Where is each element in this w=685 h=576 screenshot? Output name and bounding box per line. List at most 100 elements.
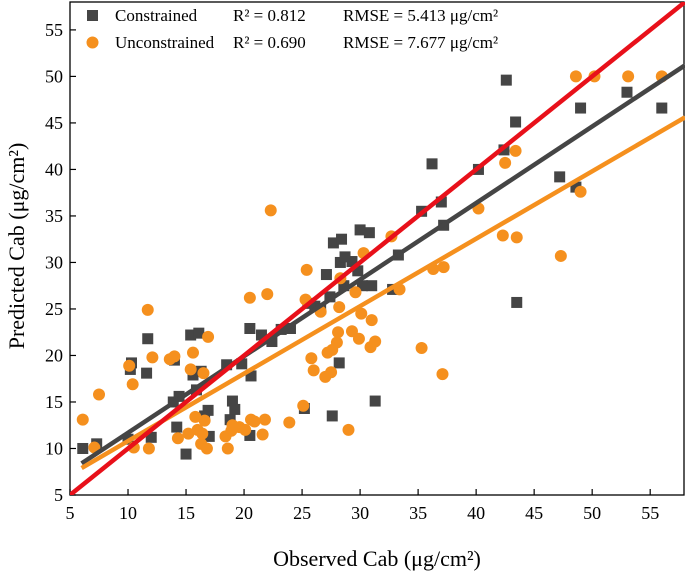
legend-label-unconstrained: Unconstrained [115, 33, 215, 52]
legend-r2-unconstrained: R² = 0.690 [233, 33, 306, 52]
point-constrained [245, 370, 257, 382]
point-unconstrained [126, 378, 139, 391]
point-constrained [202, 404, 214, 416]
point-constrained [142, 333, 154, 345]
point-unconstrained [146, 351, 159, 364]
y-tick-label: 20 [45, 345, 63, 365]
point-constrained [354, 224, 366, 236]
axis-tick-labels: 5 10 15 20 25 30 35 40 45 50 555101520253035404550… [45, 20, 659, 523]
point-unconstrained [171, 432, 184, 445]
point-constrained [356, 280, 368, 292]
point-unconstrained [243, 291, 256, 304]
y-tick-label: 15 [45, 392, 63, 412]
point-constrained [320, 269, 332, 281]
legend-marker-constrained [87, 10, 98, 21]
legend-marker-unconstrained [86, 36, 99, 49]
point-constrained [656, 102, 668, 114]
point-constrained [426, 158, 438, 170]
point-unconstrained [283, 416, 296, 429]
point-unconstrained [509, 144, 522, 157]
x-tick-label: 25 [293, 503, 311, 523]
point-unconstrained [182, 427, 195, 440]
point-constrained [224, 414, 236, 426]
x-tick-label: 35 [409, 503, 427, 523]
point-constrained [180, 448, 192, 460]
point-constrained [369, 395, 381, 407]
point-constrained [187, 369, 199, 381]
point-constrained [363, 227, 375, 239]
point-unconstrained [342, 423, 355, 436]
point-constrained [554, 171, 566, 183]
point-unconstrained [332, 326, 345, 339]
y-tick-label: 35 [45, 206, 63, 226]
plot-area-frame [69, 1, 685, 496]
point-unconstrained [496, 229, 509, 242]
point-constrained [575, 102, 587, 114]
point-constrained [333, 357, 345, 369]
point-constrained [244, 322, 256, 334]
point-unconstrained [196, 427, 209, 440]
point-constrained [193, 327, 205, 339]
y-tick-label: 45 [45, 113, 63, 133]
point-constrained [435, 196, 447, 208]
point-constrained [145, 431, 157, 443]
point-unconstrained [168, 350, 181, 363]
point-constrained [500, 74, 512, 86]
point-unconstrained [510, 231, 523, 244]
point-unconstrained [239, 423, 252, 436]
y-tick-label: 50 [45, 66, 63, 86]
regression-lines [70, 2, 685, 495]
point-constrained [511, 296, 523, 308]
point-constrained [226, 395, 238, 407]
y-tick-label: 10 [45, 438, 63, 458]
point-unconstrained [437, 261, 450, 274]
y-tick-label: 40 [45, 159, 63, 179]
point-unconstrained [248, 415, 261, 428]
y-tick-label: 55 [45, 20, 63, 40]
point-constrained [352, 265, 364, 277]
legend-rmse-unconstrained: RMSE = 7.677 μg/cm² [343, 33, 498, 52]
point-unconstrained [93, 388, 106, 401]
fit-line-constrained [80, 63, 685, 466]
point-constrained [346, 256, 358, 268]
point-constrained [266, 336, 278, 348]
point-unconstrained [355, 307, 368, 320]
x-tick-label: 45 [525, 503, 543, 523]
x-tick-label: 20 [235, 503, 253, 523]
point-unconstrained [187, 346, 199, 359]
legend-label-constrained: Constrained [115, 6, 198, 25]
y-axis-title: Predicted Cab (μg/cm²) [4, 143, 29, 350]
point-unconstrained [198, 414, 211, 427]
point-constrained [338, 280, 350, 292]
point-constrained [284, 322, 296, 334]
point-constrained [236, 358, 248, 370]
point-unconstrained [142, 442, 155, 455]
one-to-one-line [70, 2, 685, 495]
point-constrained [309, 300, 321, 312]
point-constrained [203, 430, 215, 442]
point-unconstrained [569, 70, 582, 83]
y-tick-label: 30 [45, 252, 63, 272]
point-constrained [570, 181, 582, 193]
point-constrained [221, 359, 233, 371]
x-tick-label: 15 [177, 503, 195, 523]
point-unconstrained [123, 359, 136, 372]
point-unconstrained [200, 442, 213, 455]
fit-line-unconstrained [80, 115, 685, 470]
point-unconstrained [141, 303, 154, 316]
point-constrained [366, 280, 378, 292]
point-constrained [326, 410, 338, 422]
y-tick-label: 25 [45, 299, 63, 319]
point-unconstrained [76, 413, 89, 426]
plot-content [70, 2, 685, 495]
point-constrained [621, 86, 633, 98]
point-constrained [339, 251, 351, 263]
point-constrained [244, 429, 256, 441]
x-tick-label: 40 [467, 503, 485, 523]
point-constrained [336, 233, 348, 245]
point-unconstrained [369, 335, 382, 348]
x-tick-label: 50 [583, 503, 601, 523]
x-tick-label: 55 [641, 503, 659, 523]
point-constrained [255, 329, 267, 341]
